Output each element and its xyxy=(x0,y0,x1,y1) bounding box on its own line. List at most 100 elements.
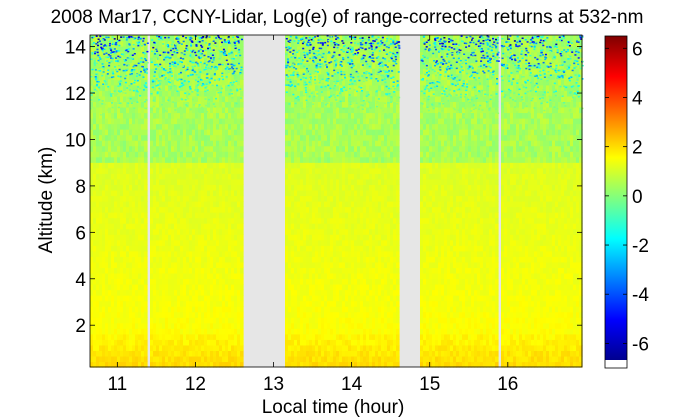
heatmap-cell xyxy=(93,212,97,219)
heatmap-cell xyxy=(216,206,220,213)
heatmap-cell xyxy=(354,195,358,202)
heatmap-cell xyxy=(357,350,361,357)
heatmap-cell xyxy=(186,295,190,302)
heatmap-cell xyxy=(321,278,325,285)
heatmap-cell xyxy=(144,189,148,197)
heatmap-cell xyxy=(138,311,142,318)
heatmap-cell xyxy=(183,145,187,152)
heatmap-cell xyxy=(225,295,229,302)
heatmap-cell xyxy=(327,35,331,42)
heatmap-cell xyxy=(348,162,352,169)
heatmap-cell xyxy=(174,234,178,241)
heatmap-cell xyxy=(288,73,292,80)
heatmap-cell xyxy=(375,62,379,69)
heatmap-cell xyxy=(351,178,355,185)
heatmap-cell xyxy=(336,355,340,363)
heatmap-cell xyxy=(351,322,355,329)
heatmap-cell xyxy=(99,317,103,324)
heatmap-cell xyxy=(126,40,130,47)
heatmap-cell xyxy=(369,173,373,180)
heatmap-cell xyxy=(234,173,238,180)
heatmap-cell xyxy=(315,118,319,125)
heatmap-cell xyxy=(324,267,328,274)
heatmap-cell xyxy=(321,151,325,158)
heatmap-cell xyxy=(360,206,364,213)
heatmap-cell xyxy=(300,300,304,307)
heatmap-cell xyxy=(138,328,142,335)
heatmap-cell xyxy=(222,112,226,119)
heatmap-cell xyxy=(174,361,178,368)
heatmap-cell xyxy=(177,217,181,224)
heatmap-cell xyxy=(105,40,109,47)
heatmap-cell xyxy=(138,118,142,125)
heatmap-cell xyxy=(162,201,166,208)
heatmap-cell xyxy=(336,267,340,274)
heatmap-cell xyxy=(174,178,178,185)
heatmap-cell xyxy=(360,90,364,97)
heatmap-cell xyxy=(171,355,175,363)
heatmap-cell xyxy=(183,245,187,252)
heatmap-cell xyxy=(210,73,214,80)
heatmap-cell xyxy=(165,355,169,363)
heatmap-cell xyxy=(99,151,103,158)
heatmap-cell xyxy=(360,355,364,363)
heatmap-cell xyxy=(105,344,109,351)
heatmap-cell xyxy=(294,228,298,235)
heatmap-cell xyxy=(222,118,226,125)
heatmap-cell xyxy=(219,339,223,346)
heatmap-cell xyxy=(168,217,172,224)
heatmap-cell xyxy=(318,328,322,335)
heatmap-cell xyxy=(297,162,301,169)
heatmap-cell xyxy=(366,68,370,75)
heatmap-cell xyxy=(207,173,211,180)
heatmap-cell xyxy=(324,206,328,213)
heatmap-cell xyxy=(369,123,373,130)
heatmap-cell xyxy=(189,151,193,158)
heatmap-cell xyxy=(198,250,202,257)
heatmap-cell xyxy=(114,322,118,329)
heatmap-cell xyxy=(144,118,148,125)
heatmap-cell xyxy=(159,201,163,208)
heatmap-cell xyxy=(300,112,304,119)
heatmap-cell xyxy=(189,212,193,219)
heatmap-cell xyxy=(150,322,154,329)
heatmap-cell xyxy=(159,217,163,224)
heatmap-cell xyxy=(339,328,343,335)
heatmap-cell xyxy=(363,73,367,80)
heatmap-cell xyxy=(186,278,190,285)
heatmap-cell xyxy=(366,73,370,80)
heatmap-cell xyxy=(120,162,124,169)
heatmap-cell xyxy=(318,35,322,42)
heatmap-cell xyxy=(150,317,154,324)
heatmap-cell xyxy=(105,234,109,241)
heatmap-cell xyxy=(216,123,220,130)
heatmap-cell xyxy=(162,167,166,174)
heatmap-cell xyxy=(375,84,379,91)
heatmap-cell xyxy=(162,355,166,363)
heatmap-cell xyxy=(204,245,208,252)
heatmap-cell xyxy=(381,344,385,351)
heatmap-cell xyxy=(330,46,334,53)
heatmap-cell xyxy=(174,40,178,47)
heatmap-cell xyxy=(153,339,157,346)
heatmap-cell xyxy=(174,239,178,246)
heatmap-cell xyxy=(153,46,157,53)
heatmap-cell xyxy=(168,278,172,285)
heatmap-cell xyxy=(117,322,121,329)
heatmap-cell xyxy=(171,189,175,197)
heatmap-cell xyxy=(357,129,361,136)
heatmap-cell xyxy=(288,167,292,174)
heatmap-cell xyxy=(366,46,370,53)
heatmap-cell xyxy=(327,46,331,53)
heatmap-cell xyxy=(363,355,367,363)
heatmap-cell xyxy=(378,145,382,152)
heatmap-cell xyxy=(93,68,97,75)
heatmap-cell xyxy=(321,57,325,64)
heatmap-cell xyxy=(363,189,367,197)
heatmap-cell xyxy=(306,272,310,280)
heatmap-cell xyxy=(297,129,301,136)
heatmap-cell xyxy=(357,239,361,246)
heatmap-cell xyxy=(192,245,196,252)
heatmap-cell xyxy=(195,317,199,324)
heatmap-cell xyxy=(129,118,133,125)
